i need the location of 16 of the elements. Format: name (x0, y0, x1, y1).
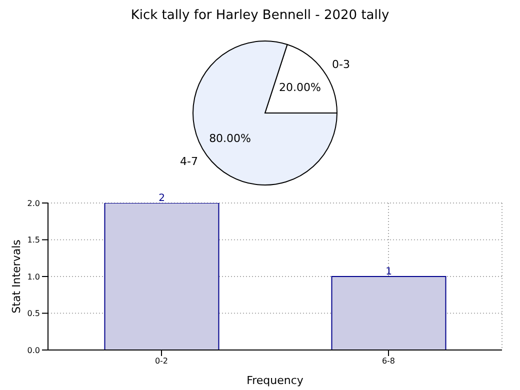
y-axis-title: Stat Intervals (10, 239, 23, 314)
x-tick-label: 6-8 (382, 356, 396, 366)
data-label: 80.00% (209, 132, 252, 145)
y-tick-label: 1.5 (27, 236, 40, 245)
data-label: 2 (158, 193, 165, 204)
chart-title: Kick tally for Harley Bennell - 2020 tally (130, 8, 390, 25)
y-tick-label: 1.0 (27, 272, 40, 282)
x-axis-title: Frequency (246, 374, 304, 387)
data-label: 1 (386, 266, 392, 278)
slice-label: 4-7 (180, 155, 198, 168)
y-tick-label: 0.0 (27, 346, 40, 355)
x-tick-label: 0-2 (154, 356, 168, 366)
y-tick-label: 0.5 (27, 309, 40, 318)
y-tick-label: 2.0 (27, 198, 40, 208)
data-label: 20.00% (278, 81, 321, 94)
slice-label: 0-3 (332, 58, 350, 71)
